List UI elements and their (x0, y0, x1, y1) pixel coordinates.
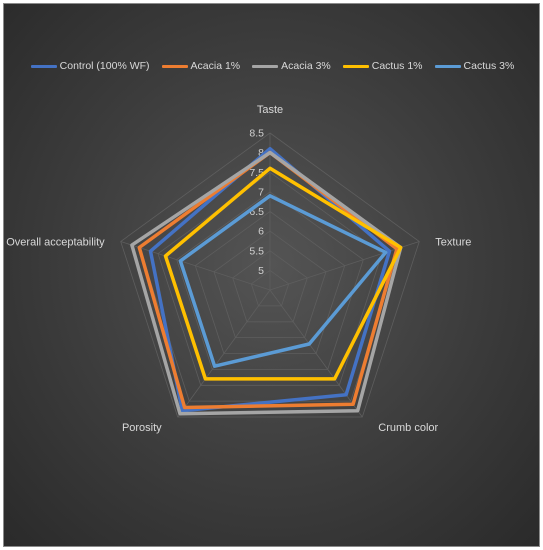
tick-label: 8.5 (249, 128, 264, 140)
series-line (178, 194, 388, 368)
legend: Control (100% WF) Acacia 1% Acacia 3% Ca… (4, 60, 541, 72)
grid-ring (250, 269, 290, 307)
legend-label: Acacia 3% (281, 60, 331, 72)
legend-item-acacia-3: Acacia 3% (252, 60, 331, 72)
legend-item-acacia-1: Acacia 1% (161, 60, 241, 72)
legend-label: Cactus 1% (371, 60, 423, 72)
category-label: Taste (257, 104, 283, 116)
category-label: Overall acceptability (6, 237, 105, 249)
legend-item-control: Control (100% WF) (30, 60, 150, 72)
grid-ring (232, 250, 308, 323)
grid-spoke (120, 241, 271, 291)
legend-swatch (30, 64, 57, 68)
legend-item-cactus-3: Cactus 3% (434, 60, 515, 72)
legend-swatch (434, 64, 461, 68)
tick-label: 8 (258, 147, 264, 159)
legend-label: Acacia 1% (190, 60, 241, 72)
tick-label: 6 (258, 226, 264, 238)
series-line (148, 146, 392, 413)
category-label: Crumb color (378, 422, 438, 434)
legend-item-cactus-1: Cactus 1% (342, 60, 423, 72)
legend-swatch (161, 64, 188, 68)
legend-swatch (252, 64, 279, 68)
legend-swatch (342, 64, 369, 68)
grid-ring (176, 191, 364, 370)
category-label: Texture (435, 237, 471, 249)
series-line (130, 150, 403, 416)
tick-label: 7 (258, 186, 264, 198)
grid-ring (213, 230, 327, 339)
chart-area: Control (100% WF) Acacia 1% Acacia 3% Ca… (3, 3, 540, 547)
category-label: Porosity (122, 422, 162, 434)
tick-label: 5 (258, 265, 264, 277)
legend-label: Control (100% WF) (59, 60, 150, 72)
series-line (163, 166, 403, 381)
grid-spoke (177, 289, 271, 418)
legend-label: Cactus 3% (463, 60, 515, 72)
tick-label: 5.5 (249, 245, 264, 257)
grid-ring (120, 132, 420, 418)
grid-spoke (269, 241, 420, 291)
